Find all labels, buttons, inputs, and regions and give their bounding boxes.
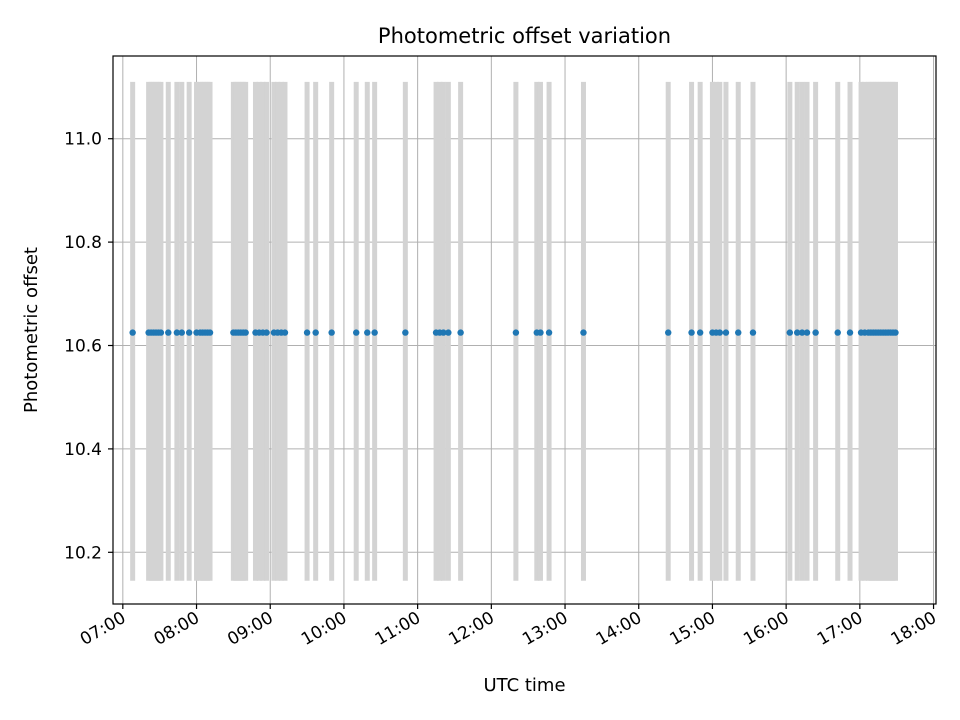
data-point	[696, 329, 704, 336]
x-tick-label: 07:00	[77, 608, 129, 650]
data-point	[402, 329, 409, 336]
data-point	[793, 329, 801, 336]
plot-frame	[112, 55, 937, 605]
data-point	[445, 329, 452, 336]
data-point	[803, 329, 811, 336]
data-point	[328, 329, 335, 336]
y-axis-ticks: 10.2 10.4 10.6 10.8 11.0	[64, 130, 113, 563]
x-tick-label: 15:00	[667, 608, 719, 650]
data-point	[688, 329, 695, 336]
x-tick-label: 18:00	[888, 608, 940, 650]
data-point	[512, 329, 520, 336]
data-point	[353, 329, 360, 336]
x-tick-label: 17:00	[814, 608, 866, 650]
data-point	[178, 329, 185, 336]
data-point	[165, 329, 172, 336]
data-point	[537, 329, 544, 336]
x-tick-label: 11:00	[372, 608, 424, 650]
data-point	[173, 329, 181, 336]
x-tick-label: 12:00	[445, 608, 497, 650]
y-tick-label: 10.6	[64, 337, 102, 357]
data-point	[798, 329, 806, 336]
data-point	[786, 329, 794, 336]
data-point	[457, 329, 464, 336]
data-point	[722, 329, 730, 336]
x-tick-label: 13:00	[519, 608, 571, 650]
x-axis-ticks: 07:00 08:00 09:00 10:00 11:00 12:00 13:00 14:00…	[77, 604, 940, 650]
data-point	[242, 329, 249, 336]
data-point	[263, 329, 270, 336]
data-point	[749, 329, 757, 336]
x-axis-label: UTC time	[483, 675, 565, 696]
data-point	[281, 329, 289, 336]
data-point	[846, 329, 854, 336]
y-axis-label: Photometric offset	[21, 247, 42, 413]
chart-title: Photometric offset variation	[378, 24, 671, 48]
x-tick-label: 10:00	[298, 608, 350, 650]
x-tick-label: 14:00	[593, 608, 645, 650]
data-point	[206, 329, 214, 336]
y-tick-label: 11.0	[64, 130, 102, 150]
data-point	[892, 329, 899, 336]
data-point	[157, 329, 165, 336]
y-tick-label: 10.4	[64, 440, 102, 460]
data-point	[834, 329, 841, 336]
x-tick-label: 09:00	[224, 608, 276, 650]
data-point	[812, 329, 819, 336]
data-point	[580, 329, 587, 336]
data-point	[716, 329, 724, 336]
data-point	[735, 329, 742, 336]
data-point	[371, 329, 378, 336]
data-point	[303, 329, 311, 336]
data-point	[312, 329, 319, 336]
data-point	[129, 329, 136, 336]
data-point	[545, 329, 553, 336]
data-point	[440, 329, 447, 336]
data-point	[665, 329, 672, 336]
x-tick-label: 16:00	[740, 608, 792, 650]
data-point	[364, 329, 371, 336]
data-point	[185, 329, 193, 336]
y-tick-label: 10.8	[64, 233, 102, 253]
data-points	[129, 329, 899, 336]
y-tick-label: 10.2	[64, 543, 102, 563]
x-tick-label: 08:00	[151, 608, 203, 650]
